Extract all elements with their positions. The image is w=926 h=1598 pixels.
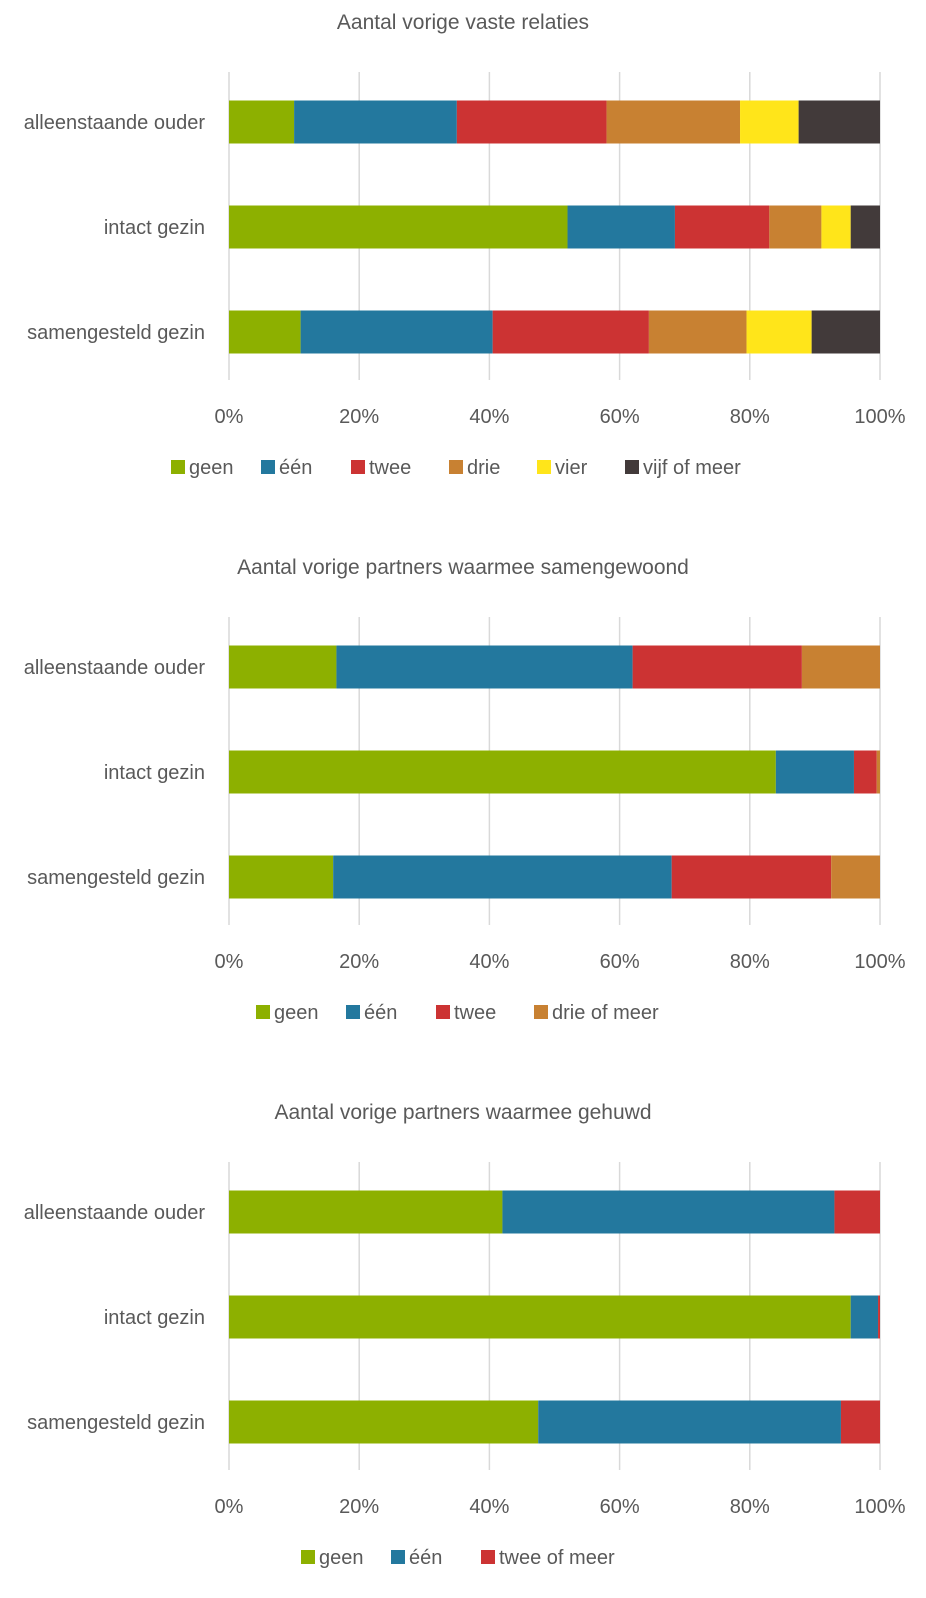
bar-segment-vijf-of-meer	[811, 310, 880, 354]
x-tick-label: 60%	[600, 406, 640, 428]
legend-swatch-vijf-of-meer	[625, 460, 639, 474]
legend-label: vijf of meer	[643, 457, 741, 479]
bar-segment-geen	[229, 855, 334, 899]
legend-label: één	[409, 1547, 442, 1569]
bar-segment-drie-of-meer	[876, 750, 880, 794]
category-label: samengesteld gezin	[27, 322, 205, 344]
x-tick-label: 80%	[730, 951, 770, 973]
bar-segment-een	[502, 1190, 835, 1234]
category-label: intact gezin	[104, 1307, 205, 1329]
chart-title: Aantal vorige vaste relaties	[337, 11, 589, 34]
x-tick-label: 80%	[730, 1496, 770, 1518]
x-tick-label: 100%	[854, 406, 905, 428]
legend-label: geen	[189, 457, 234, 479]
legend-swatch-vier	[537, 460, 551, 474]
category-label: samengesteld gezin	[27, 867, 205, 889]
x-tick-label: 80%	[730, 406, 770, 428]
legend-swatch-een	[391, 1550, 405, 1564]
bar-segment-een	[300, 310, 493, 354]
bar-segment-geen	[229, 100, 295, 144]
bar-segment-een	[567, 205, 675, 249]
bar-segment-geen	[229, 205, 568, 249]
x-tick-label: 60%	[600, 951, 640, 973]
legend-swatch-geen	[256, 1005, 270, 1019]
bar-segment-vier	[746, 310, 812, 354]
chart-title: Aantal vorige partners waarmee gehuwd	[274, 1101, 651, 1124]
bar-segment-drie	[648, 310, 747, 354]
legend-label: geen	[274, 1002, 319, 1024]
legend-swatch-een	[261, 460, 275, 474]
legend-label: drie of meer	[552, 1002, 659, 1024]
chart-3: Aantal vorige partners waarmee gehuwd 0% 2…	[24, 1101, 906, 1569]
bar-segment-drie	[606, 100, 741, 144]
bar-segment-een	[333, 855, 672, 899]
bar-segment-twee-of-meer	[878, 1295, 880, 1339]
bar-segment-twee-of-meer	[840, 1400, 880, 1444]
legend-swatch-twee-of-meer	[481, 1550, 495, 1564]
legend-label: twee of meer	[499, 1547, 615, 1569]
chart-title: Aantal vorige partners waarmee samengewo…	[237, 556, 689, 579]
chart-2: Aantal vorige partners waarmee samengewo…	[24, 556, 906, 1024]
bar-segment-twee	[674, 205, 770, 249]
bar-segment-een	[538, 1400, 841, 1444]
bar-segment-geen	[229, 310, 301, 354]
x-tick-label: 100%	[854, 1496, 905, 1518]
legend-label: geen	[319, 1547, 364, 1569]
legend-swatch-drie-of-meer	[534, 1005, 548, 1019]
bar-segment-vijf-of-meer	[850, 205, 880, 249]
bar-segment-twee	[456, 100, 607, 144]
legend-swatch-geen	[171, 460, 185, 474]
bar-segment-drie-of-meer	[801, 645, 880, 689]
bar-segment-drie-of-meer	[831, 855, 880, 899]
chart-1: Aantal vorige vaste relaties 0% 20% 40% 60% 8…	[24, 11, 906, 479]
x-tick-label: 40%	[469, 1496, 509, 1518]
bar-segment-geen	[229, 750, 776, 794]
category-label: alleenstaande ouder	[24, 1202, 206, 1224]
legend-swatch-twee	[436, 1005, 450, 1019]
legend-label: drie	[467, 457, 500, 479]
legend-label: twee	[454, 1002, 496, 1024]
legend-label: één	[279, 457, 312, 479]
bar-segment-vier	[740, 100, 799, 144]
x-tick-label: 100%	[854, 951, 905, 973]
legend-label: vier	[555, 457, 588, 479]
x-tick-label: 0%	[215, 406, 244, 428]
category-label: intact gezin	[104, 762, 205, 784]
legend-swatch-drie	[449, 460, 463, 474]
x-tick-label: 40%	[469, 951, 509, 973]
bar-segment-twee	[671, 855, 832, 899]
legend-swatch-twee	[351, 460, 365, 474]
bar-segment-een	[850, 1295, 879, 1339]
bar-segment-een	[775, 750, 854, 794]
bar-segment-twee	[492, 310, 649, 354]
x-tick-label: 0%	[215, 951, 244, 973]
bar-segment-geen	[229, 1190, 503, 1234]
legend-swatch-geen	[301, 1550, 315, 1564]
bar-segment-vier	[821, 205, 851, 249]
bar-segment-drie	[769, 205, 822, 249]
category-label: samengesteld gezin	[27, 1412, 205, 1434]
x-tick-label: 0%	[215, 1496, 244, 1518]
legend-swatch-een	[346, 1005, 360, 1019]
x-tick-label: 20%	[339, 951, 379, 973]
legend-label: twee	[369, 457, 411, 479]
bar-segment-geen	[229, 645, 337, 689]
category-label: alleenstaande ouder	[24, 657, 206, 679]
x-tick-label: 20%	[339, 406, 379, 428]
bar-segment-twee	[853, 750, 877, 794]
bar-segment-twee-of-meer	[834, 1190, 880, 1234]
bar-segment-een	[336, 645, 633, 689]
bar-segment-geen	[229, 1295, 851, 1339]
x-tick-label: 20%	[339, 1496, 379, 1518]
bar-segment-geen	[229, 1400, 539, 1444]
legend-label: één	[364, 1002, 397, 1024]
bar-segment-twee	[632, 645, 802, 689]
category-label: alleenstaande ouder	[24, 112, 206, 134]
x-tick-label: 40%	[469, 406, 509, 428]
category-label: intact gezin	[104, 217, 205, 239]
x-tick-label: 60%	[600, 1496, 640, 1518]
bar-segment-een	[294, 100, 457, 144]
bar-segment-vijf-of-meer	[798, 100, 880, 144]
